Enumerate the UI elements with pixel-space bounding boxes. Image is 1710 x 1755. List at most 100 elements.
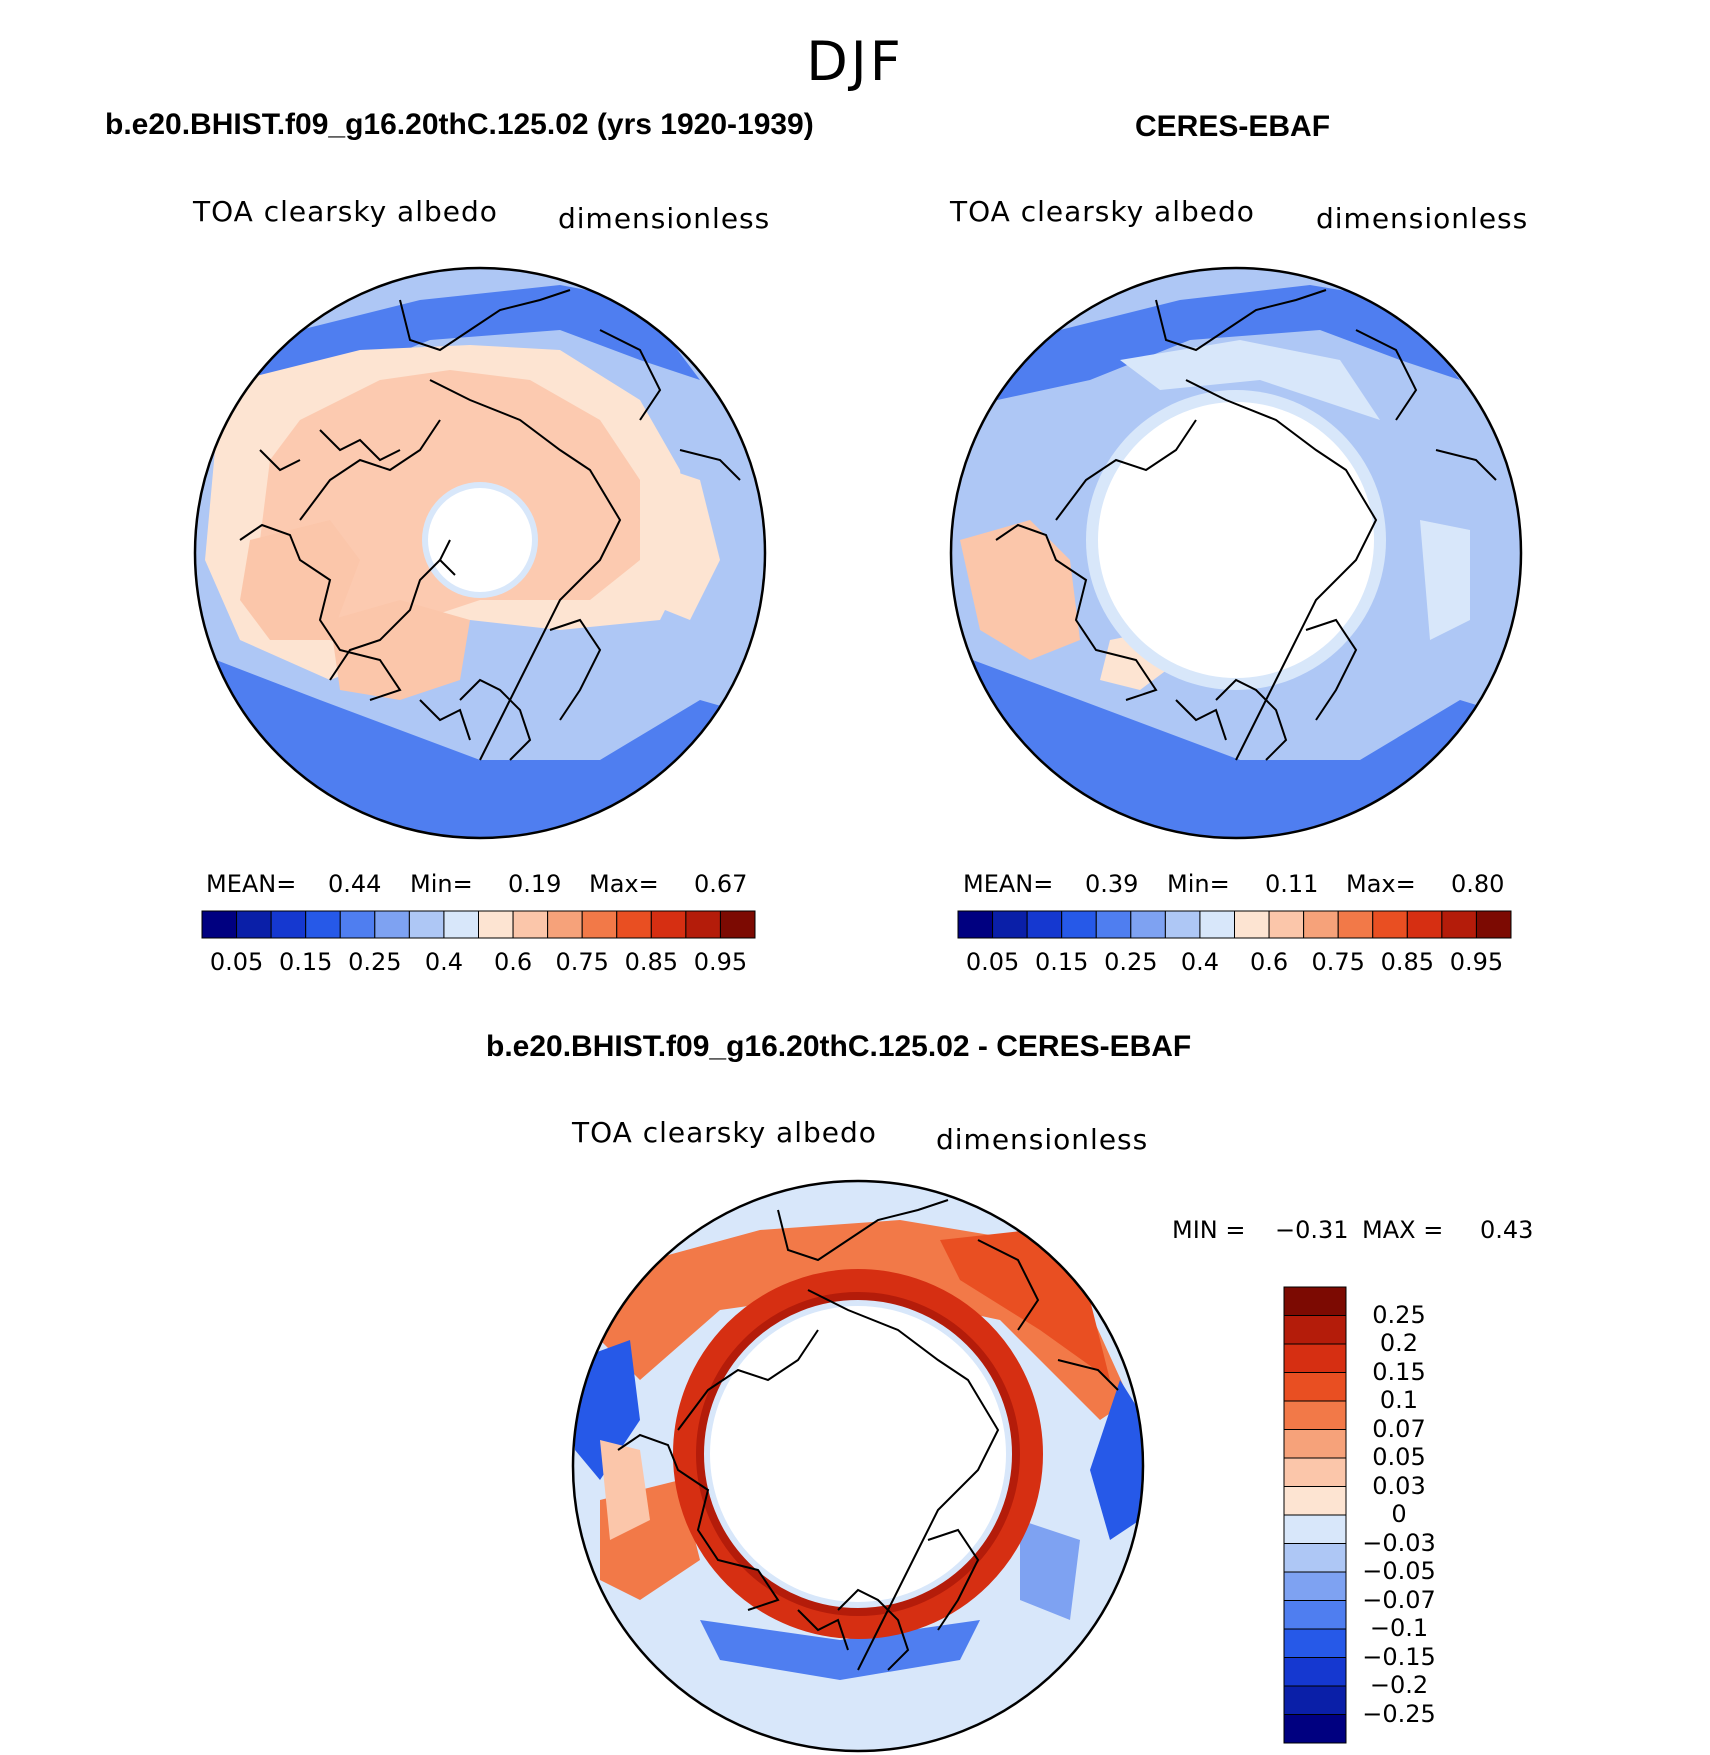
colorbar-box — [1475, 910, 1512, 939]
colorbar-box — [1234, 910, 1270, 939]
polar-map-obs — [949, 266, 1523, 840]
colorbar-box — [1283, 1457, 1347, 1487]
colorbar-box — [1199, 910, 1235, 939]
colorbar-box — [270, 910, 307, 939]
stats-max-label-obs: Max= — [1346, 870, 1416, 898]
colorbar-box — [616, 910, 652, 939]
stats-min-label-model: Min= — [410, 870, 473, 898]
colorbar-tick-label: 0.4 — [424, 948, 464, 976]
colorbar-box — [408, 910, 445, 939]
stats-max-label-model: Max= — [589, 870, 659, 898]
colorbar-box — [1441, 910, 1477, 939]
colorbar-tick-label: −0.05 — [1362, 1557, 1436, 1585]
polar-map-model — [193, 266, 767, 840]
colorbar-box — [1283, 1372, 1347, 1402]
colorbar-tick-label: −0.1 — [1369, 1614, 1429, 1642]
stats-mean-label-model: MEAN= — [206, 870, 297, 898]
stats-min-value-obs: 0.11 — [1265, 870, 1319, 898]
colorbar-box — [650, 910, 687, 939]
colorbar-box — [1283, 1714, 1347, 1744]
colorbar-box — [957, 910, 994, 939]
colorbar-model — [201, 910, 756, 939]
colorbar-box — [1061, 910, 1097, 939]
colorbar-tick-label: 0.15 — [278, 948, 333, 976]
colorbar-tick-label: 0.25 — [1372, 1300, 1426, 1329]
stats-max-value-obs: 0.80 — [1451, 870, 1505, 898]
colorbar-box — [1026, 910, 1063, 939]
colorbar-box — [685, 910, 721, 939]
colorbar-box — [1283, 1571, 1347, 1601]
stats-min-label-diff: MIN = — [1172, 1216, 1246, 1244]
stats-mean-label-obs: MEAN= — [963, 870, 1054, 898]
colorbar-box — [478, 910, 514, 939]
colorbar-tick-label: 0.75 — [1311, 948, 1365, 976]
colorbar-box — [305, 910, 341, 939]
colorbar-tick-label: 0.1 — [1379, 1386, 1419, 1414]
colorbar-box — [1283, 1685, 1347, 1715]
colorbar-box — [1283, 1657, 1347, 1687]
colorbar-tick-label: 0.05 — [1372, 1443, 1426, 1471]
colorbar-tick-label: 0.15 — [1034, 948, 1089, 976]
colorbar-box — [201, 910, 238, 939]
colorbar-box — [1268, 910, 1305, 939]
colorbar-tick-label: 0.95 — [1449, 948, 1504, 976]
colorbar-tick-label: 0.25 — [348, 948, 402, 976]
colorbar-tick-label: −0.15 — [1362, 1642, 1436, 1671]
variable-label-diff: TOA clearsky albedo — [572, 1116, 877, 1149]
colorbar-tick-label: 0.15 — [1372, 1357, 1426, 1386]
colorbar-box — [1283, 1600, 1347, 1630]
colorbar-tick-label: 0.6 — [493, 948, 533, 976]
stats-mean-value-obs: 0.39 — [1085, 870, 1139, 898]
colorbar-box — [1283, 1514, 1347, 1544]
stats-min-value-diff: −0.31 — [1275, 1216, 1349, 1244]
colorbar-tick-label: 0.6 — [1249, 948, 1289, 976]
colorbar-box — [443, 910, 479, 939]
coastlines-model — [239, 289, 741, 761]
colorbar-tick-label: 0.03 — [1372, 1471, 1426, 1500]
colorbar-box — [1130, 910, 1166, 939]
colorbar-obs — [957, 910, 1512, 939]
colorbar-tick-label: 0.2 — [1379, 1329, 1419, 1357]
variable-label-model: TOA clearsky albedo — [193, 195, 498, 228]
colorbar-box — [1337, 910, 1374, 939]
colorbar-box — [374, 910, 410, 939]
colorbar-box — [236, 910, 272, 939]
colorbar-box — [1283, 1286, 1347, 1316]
units-label-model: dimensionless — [558, 202, 771, 235]
colorbar-tick-label: −0.07 — [1362, 1585, 1436, 1614]
colorbar-tick-label: 0.95 — [693, 948, 748, 976]
colorbar-box — [512, 910, 549, 939]
coastlines-obs — [995, 289, 1497, 761]
colorbar-tick-label: 0 — [1391, 1500, 1407, 1528]
colorbar-box — [1283, 1343, 1347, 1373]
colorbar-box — [547, 910, 583, 939]
stats-mean-value-model: 0.44 — [328, 870, 382, 898]
coastlines-diff — [617, 1199, 1119, 1671]
units-label-obs: dimensionless — [1316, 202, 1529, 235]
colorbar-box — [719, 910, 756, 939]
figure-title: DJF — [806, 30, 904, 93]
colorbar-box — [581, 910, 618, 939]
colorbar-box — [1283, 1429, 1347, 1459]
colorbar-box — [1406, 910, 1443, 939]
colorbar-box — [1283, 1543, 1347, 1573]
colorbar-tick-label: 0.05 — [965, 948, 1020, 976]
colorbar-box — [992, 910, 1028, 939]
colorbar-tick-label: 0.85 — [624, 948, 679, 976]
colorbar-box — [1164, 910, 1201, 939]
colorbar-tick-label: −0.25 — [1362, 1699, 1436, 1728]
colorbar-tick-label: 0.75 — [555, 948, 609, 976]
variable-label-obs: TOA clearsky albedo — [950, 195, 1255, 228]
stats-max-value-diff: 0.43 — [1480, 1216, 1534, 1244]
units-label-diff: dimensionless — [936, 1123, 1149, 1156]
stats-min-label-obs: Min= — [1167, 870, 1230, 898]
colorbar-tick-label: 0.25 — [1104, 948, 1158, 976]
colorbar-tick-label: 0.85 — [1380, 948, 1435, 976]
colorbar-tick-label: 0.4 — [1180, 948, 1220, 976]
colorbar-box — [1283, 1486, 1347, 1516]
panel-title-obs: CERES-EBAF — [1135, 110, 1331, 143]
colorbar-diff — [1283, 1286, 1347, 1744]
colorbar-tick-label: −0.2 — [1369, 1671, 1429, 1699]
colorbar-box — [1372, 910, 1408, 939]
